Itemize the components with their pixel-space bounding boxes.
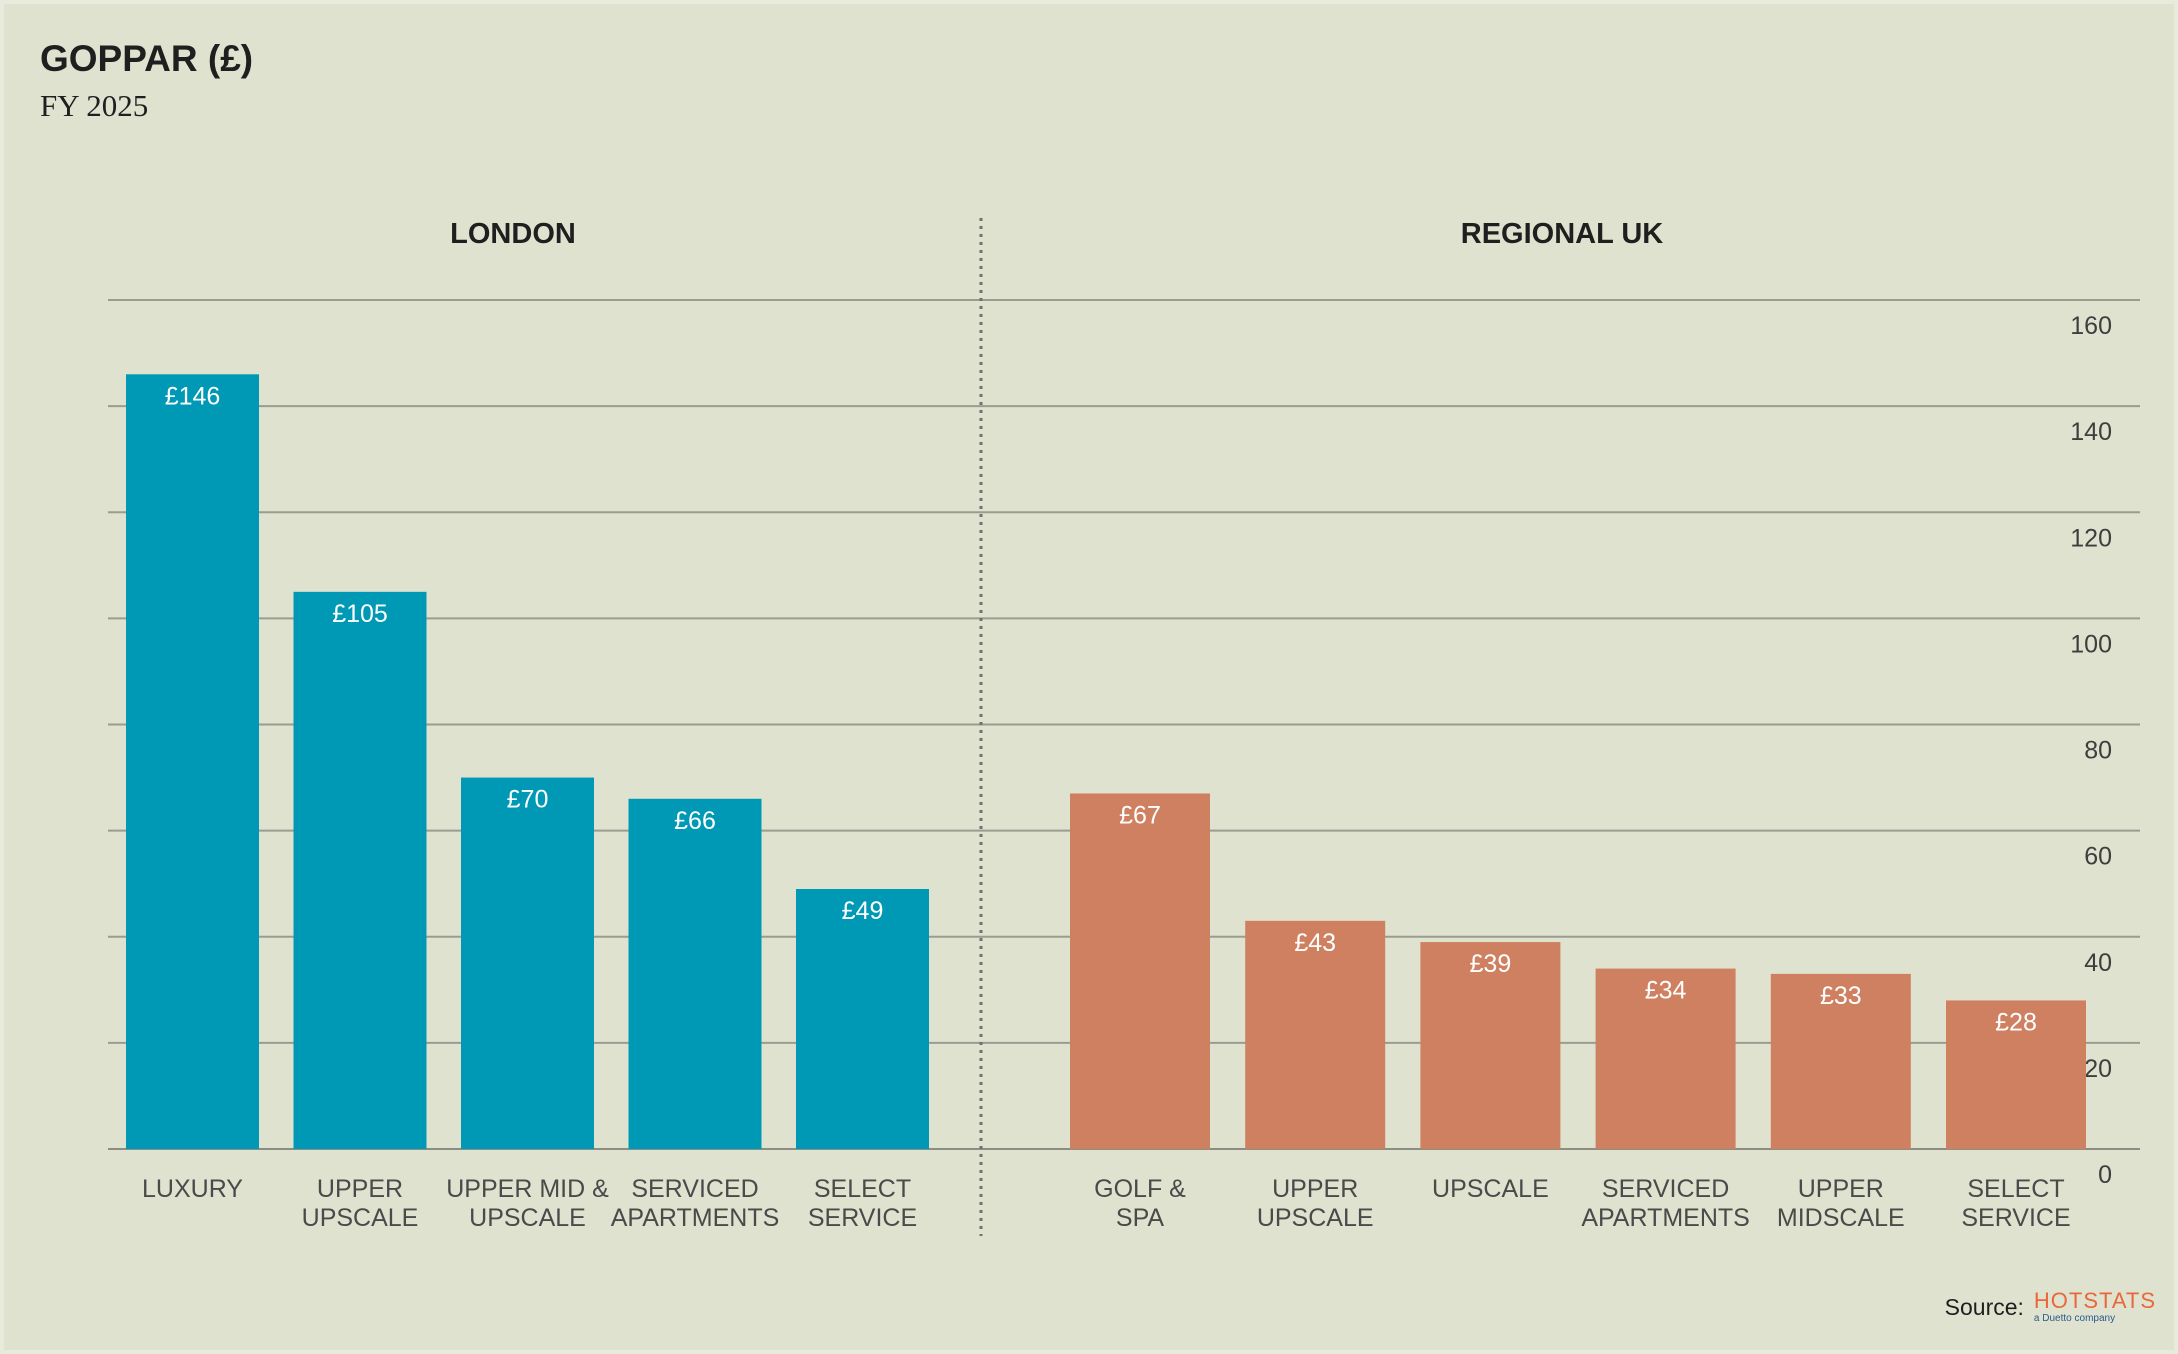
category-label: APARTMENTS	[1581, 1204, 1750, 1232]
category-label: SERVICE	[808, 1204, 917, 1232]
bar	[1245, 920, 1386, 1149]
bar	[628, 798, 762, 1149]
source-label: Source:	[1944, 1293, 2024, 1320]
bar-value-label: £43	[1294, 929, 1336, 957]
bar	[796, 888, 929, 1149]
y-tick-label: 80	[2084, 737, 2112, 765]
panel-label: REGIONAL UK	[1461, 218, 1664, 250]
category-label: LUXURY	[142, 1175, 243, 1203]
category-label: UPSCALE	[1432, 1175, 1549, 1203]
logo-subtext: a Duetto company	[2033, 1313, 2116, 1324]
y-tick-label: 0	[2098, 1161, 2112, 1189]
category-label: SERVICED	[1602, 1175, 1729, 1203]
chart-subtitle: FY 2025	[40, 88, 149, 123]
bar-value-label: £146	[165, 382, 221, 410]
y-tick-label: 40	[2084, 949, 2112, 977]
bar-value-label: £33	[1820, 982, 1862, 1010]
category-label: UPPER	[317, 1175, 403, 1203]
y-tick-label: 100	[2070, 630, 2112, 658]
bar	[1595, 968, 1736, 1149]
bar	[293, 591, 427, 1149]
category-label: SERVICED	[631, 1175, 758, 1203]
bar	[1070, 793, 1210, 1149]
category-label: UPPER	[1798, 1175, 1884, 1203]
panel-label: LONDON	[450, 218, 576, 250]
source-credit: Source: HOTSTATS a Duetto company	[1945, 1290, 2156, 1324]
hotstats-logo: HOTSTATS a Duetto company	[2034, 1290, 2156, 1324]
category-label: MIDSCALE	[1777, 1204, 1905, 1232]
category-label: UPSCALE	[302, 1204, 419, 1232]
bar	[1946, 1000, 2086, 1149]
category-label: GOLF &	[1094, 1175, 1186, 1203]
category-label: SERVICE	[1961, 1204, 2070, 1232]
y-tick-label: 60	[2084, 843, 2112, 871]
bar-value-label: £66	[674, 807, 716, 835]
bar-value-label: £34	[1645, 977, 1687, 1005]
chart-title: GOPPAR (£)	[40, 38, 254, 79]
bar	[1770, 973, 1911, 1149]
category-label: SPA	[1116, 1204, 1164, 1232]
category-label: UPSCALE	[469, 1204, 586, 1232]
y-tick-label: 140	[2070, 418, 2112, 446]
category-label: SELECT	[814, 1175, 911, 1203]
category-label: UPPER	[1272, 1175, 1358, 1203]
bar-value-label: £49	[842, 897, 884, 925]
y-tick-label: 20	[2084, 1055, 2112, 1083]
category-label: APARTMENTS	[611, 1204, 780, 1232]
logo-text: HOTSTATS	[2033, 1288, 2156, 1313]
bar	[461, 777, 594, 1149]
category-label: UPPER MID &	[446, 1175, 609, 1203]
category-label: UPSCALE	[1257, 1204, 1374, 1232]
bar-value-label: £70	[507, 786, 549, 814]
bar-value-label: £67	[1119, 801, 1161, 829]
category-label: SELECT	[1967, 1175, 2064, 1203]
y-tick-label: 160	[2070, 312, 2112, 340]
bar-value-label: £39	[1470, 950, 1512, 978]
bar	[126, 374, 259, 1150]
bar-value-label: £28	[1995, 1008, 2037, 1036]
bar-value-label: £105	[332, 600, 388, 628]
bar	[1420, 942, 1561, 1149]
y-tick-label: 120	[2070, 524, 2112, 552]
